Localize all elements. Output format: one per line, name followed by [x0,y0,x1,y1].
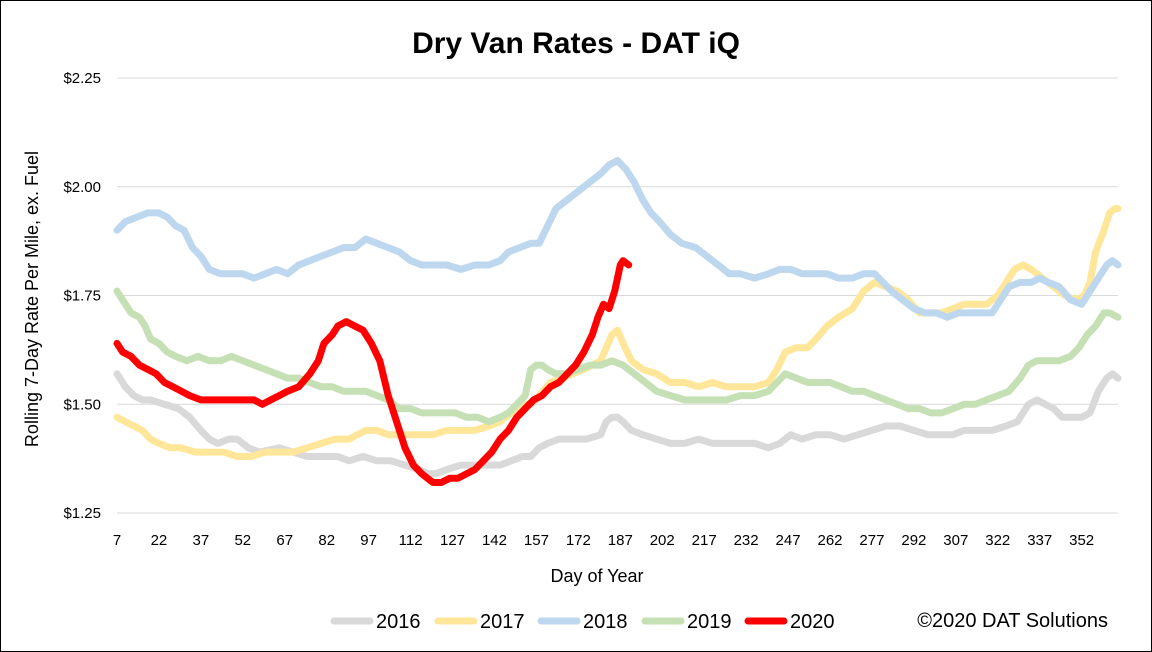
x-tick-label: 232 [734,532,759,549]
x-tick-label: 292 [901,532,926,549]
x-tick-label: 307 [943,532,968,549]
y-tick-label: $1.75 [63,288,101,305]
x-tick-label: 127 [440,532,465,549]
x-tick-label: 322 [985,532,1010,549]
x-tick-label: 82 [318,532,335,549]
x-tick-label: 97 [360,532,377,549]
x-tick-label: 172 [566,532,591,549]
x-tick-label: 37 [193,532,210,549]
x-tick-label: 157 [524,532,549,549]
x-tick-label: 217 [692,532,717,549]
series-line-2016 [113,370,1122,478]
x-tick-label: 277 [859,532,884,549]
series-line-2017 [113,205,1122,460]
x-tick-label: 202 [650,532,675,549]
x-tick-label: 7 [113,532,121,549]
x-tick-label: 22 [151,532,168,549]
x-tick-label: 142 [482,532,507,549]
y-axis-label: Rolling 7-Day Rate Per Mile, ex. Fuel [22,151,42,447]
series-line-2019 [113,287,1122,426]
x-tick-label: 337 [1027,532,1052,549]
x-tick-label: 67 [276,532,293,549]
series-line-2018 [113,157,1122,321]
copyright-credit: ©2020 DAT Solutions [917,610,1108,632]
x-axis-label: Day of Year [550,566,643,586]
x-tick-label: 52 [234,532,251,549]
x-tick-label: 352 [1069,532,1094,549]
y-tick-label: $2.25 [63,70,101,87]
y-tick-label: $1.25 [63,505,101,522]
y-tick-label: $1.50 [63,396,101,413]
legend-label-2016: 2016 [376,611,421,633]
x-tick-label: 247 [776,532,801,549]
legend-label-2020: 2020 [790,611,835,633]
legend-label-2018: 2018 [583,611,628,633]
chart-title: Dry Van Rates - DAT iQ [412,27,740,60]
x-tick-label: 187 [608,532,633,549]
legend: 2016 2017 2018 2019 2020 [330,611,835,633]
y-tick-label: $2.00 [63,179,101,196]
legend-label-2019: 2019 [687,611,732,633]
series-line-2020 [113,257,633,486]
x-tick-label: 262 [817,532,842,549]
legend-label-2017: 2017 [480,611,525,633]
x-tick-label: 112 [399,532,423,549]
